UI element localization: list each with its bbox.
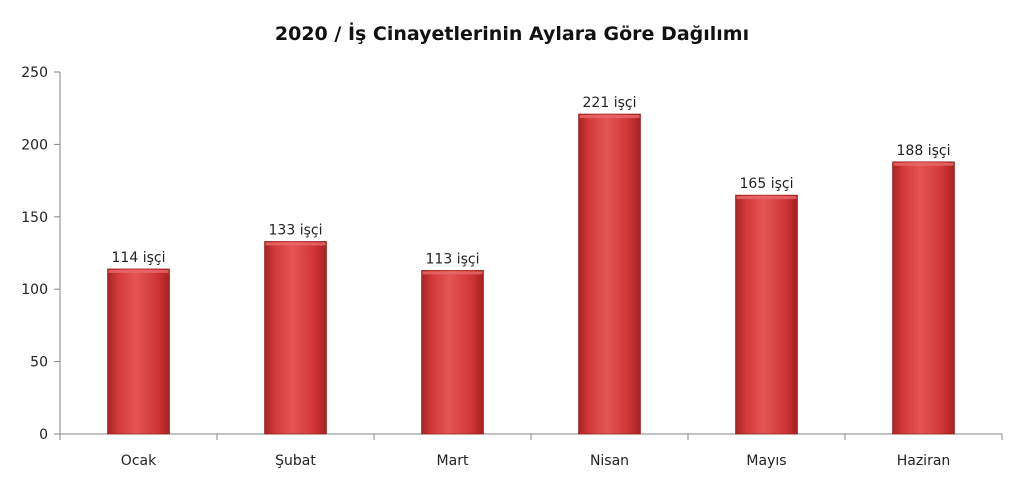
- chart-title: 2020 / İş Cinayetlerinin Aylara Göre Dağ…: [275, 21, 749, 45]
- bar: [892, 161, 955, 435]
- x-category-label: Nisan: [590, 453, 629, 469]
- y-tick-label: 150: [21, 210, 48, 226]
- data-label: 188 işçi: [897, 143, 951, 159]
- x-category-label: Mart: [437, 453, 469, 469]
- bar: [735, 194, 798, 435]
- y-tick-label: 200: [21, 137, 48, 153]
- x-category-label: Şubat: [275, 453, 316, 469]
- y-tick-label: 100: [21, 282, 48, 298]
- bar-top-highlight: [265, 242, 326, 246]
- data-label: 221 işçi: [583, 95, 637, 111]
- bar-top-highlight: [579, 114, 640, 118]
- data-label: 165 işçi: [740, 176, 794, 192]
- y-tick-label: 0: [39, 427, 48, 443]
- bar-top-highlight: [736, 196, 797, 200]
- bar: [107, 268, 170, 435]
- x-category-label: Ocak: [121, 453, 157, 469]
- x-category-label: Mayıs: [746, 453, 786, 469]
- data-label: 114 işçi: [112, 250, 166, 266]
- y-tick-label: 250: [21, 65, 48, 81]
- bar: [578, 113, 641, 435]
- bar-top-highlight: [422, 271, 483, 275]
- data-label: 113 işçi: [426, 251, 480, 267]
- bars: 114 işçi 133 işçi 113 işçi 221 işçi 165 işçi…: [107, 95, 955, 435]
- data-label: 133 işçi: [269, 222, 323, 238]
- axes: 0 50 100 150 200 250 Ocak Şubat Mart Nisan Mayıs Ha…: [21, 65, 1003, 469]
- bar-top-highlight: [893, 162, 954, 166]
- y-tick-label: 50: [30, 355, 48, 371]
- bar: [421, 270, 484, 435]
- bar: [264, 241, 327, 435]
- bar-top-highlight: [108, 269, 169, 273]
- x-category-label: Haziran: [897, 453, 951, 469]
